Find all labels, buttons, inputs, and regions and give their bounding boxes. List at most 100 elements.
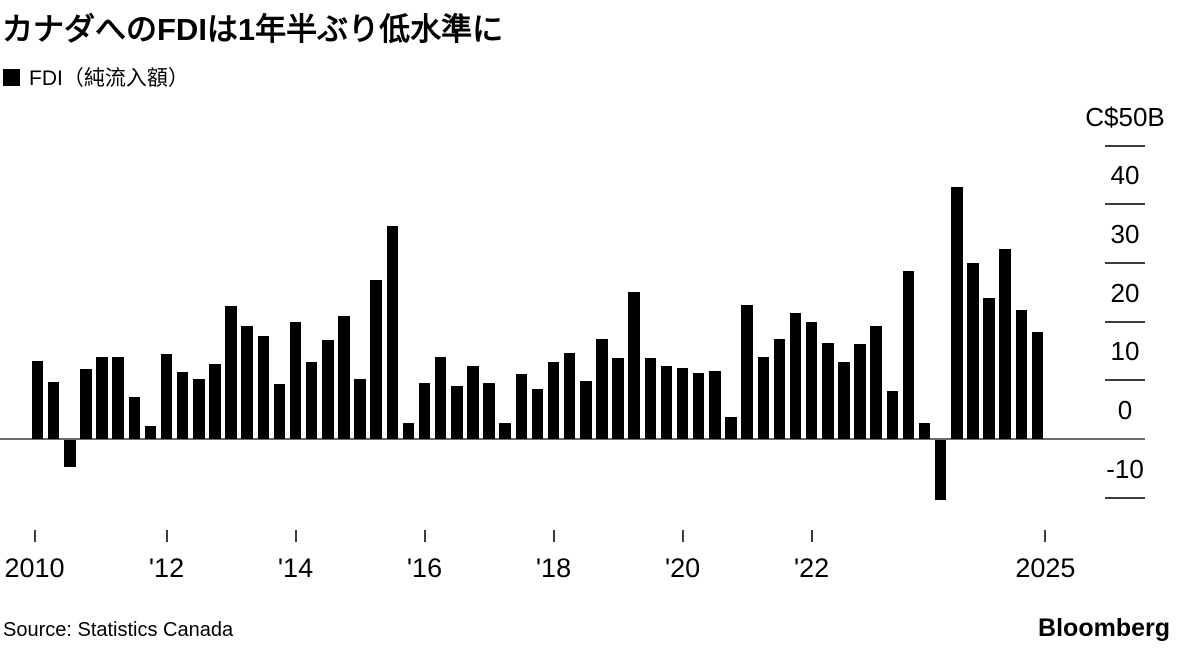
x-axis-tick	[552, 530, 555, 542]
bar	[128, 397, 140, 439]
bar	[483, 383, 495, 439]
bar	[64, 440, 76, 467]
x-axis-tick	[810, 530, 813, 542]
bar	[257, 336, 269, 439]
bar	[547, 362, 560, 439]
bar	[773, 339, 786, 439]
bar	[838, 362, 850, 439]
bar	[757, 357, 769, 439]
bar	[531, 389, 544, 439]
y-axis-label: -10	[1106, 453, 1144, 484]
bar	[305, 362, 318, 439]
bar	[692, 373, 705, 439]
bar	[660, 366, 673, 439]
y-axis-tick	[1105, 203, 1145, 206]
y-axis-tick	[1105, 320, 1145, 323]
bar	[47, 382, 60, 439]
zero-axis-line	[0, 438, 1145, 440]
bar	[80, 369, 92, 439]
y-axis-tick	[1105, 144, 1145, 147]
bar	[789, 313, 802, 439]
bar	[822, 343, 834, 439]
bar	[676, 368, 689, 439]
chart-title: カナダへのFDIは1年半ぶり低水準に	[2, 12, 504, 47]
bar	[983, 298, 995, 439]
bar	[112, 357, 124, 439]
bar	[854, 344, 866, 439]
bar	[96, 357, 108, 439]
y-axis-tick	[1105, 261, 1145, 264]
y-axis-tick	[1105, 496, 1145, 499]
x-axis-label: 2010	[4, 553, 65, 583]
legend-label: FDI（純流入額）	[29, 67, 189, 90]
bar	[951, 187, 963, 439]
bar	[193, 379, 205, 439]
bar	[31, 361, 44, 439]
bar	[902, 271, 915, 439]
bar	[999, 249, 1011, 439]
x-axis-tick	[294, 530, 297, 542]
bar	[451, 386, 463, 439]
bar	[322, 340, 334, 439]
bar	[1031, 332, 1044, 439]
bar	[144, 426, 157, 439]
bar	[160, 354, 173, 439]
y-axis-label: 20	[1110, 277, 1140, 308]
bar	[418, 383, 431, 439]
y-axis-tick	[1105, 379, 1145, 382]
y-axis-label: 30	[1110, 218, 1140, 249]
x-axis-tick	[165, 530, 168, 542]
y-axis-label: 10	[1110, 336, 1140, 367]
bar	[273, 384, 286, 439]
y-axis-label: 40	[1110, 160, 1140, 191]
bar	[628, 292, 640, 439]
bar	[434, 357, 447, 439]
bar	[805, 322, 818, 439]
x-axis-tick	[423, 530, 426, 542]
bar	[870, 326, 882, 439]
x-axis-label: 2025	[1015, 553, 1076, 583]
bar	[612, 358, 624, 439]
bar	[580, 381, 592, 439]
bar	[1015, 310, 1027, 439]
y-axis-label: 0	[1117, 395, 1133, 425]
bar	[467, 366, 479, 439]
bar	[644, 358, 657, 439]
bar	[596, 339, 608, 439]
x-axis-label: '14	[277, 553, 314, 583]
bloomberg-logo: Bloomberg	[1038, 614, 1170, 642]
bar	[499, 423, 511, 439]
x-axis-label: '20	[665, 553, 701, 583]
bar	[370, 280, 382, 439]
bar	[886, 391, 898, 439]
x-axis-tick	[1044, 530, 1047, 542]
x-axis-label: '12	[148, 553, 185, 583]
bar	[918, 423, 931, 439]
bar	[225, 306, 237, 439]
bar	[402, 423, 415, 439]
bar	[354, 379, 366, 439]
x-axis-label: '22	[794, 553, 830, 583]
bar	[709, 371, 721, 439]
x-axis-tick	[33, 530, 36, 542]
bar	[386, 226, 398, 439]
bar	[967, 263, 979, 439]
bar	[725, 417, 737, 439]
x-axis-label: '18	[535, 553, 572, 583]
bar	[209, 364, 221, 439]
bar	[515, 374, 527, 439]
legend: FDI（純流入額）	[3, 62, 189, 92]
bar	[176, 372, 189, 439]
bar	[741, 305, 753, 439]
x-axis-tick	[681, 530, 684, 542]
bar	[289, 322, 302, 439]
bar	[563, 353, 576, 439]
x-axis-label: '16	[406, 553, 443, 583]
legend-swatch-icon	[3, 68, 20, 86]
bar	[338, 316, 350, 439]
source-note: Source: Statistics Canada	[3, 619, 234, 641]
y-axis-label: C$50B	[1085, 101, 1165, 132]
bar	[241, 326, 253, 439]
